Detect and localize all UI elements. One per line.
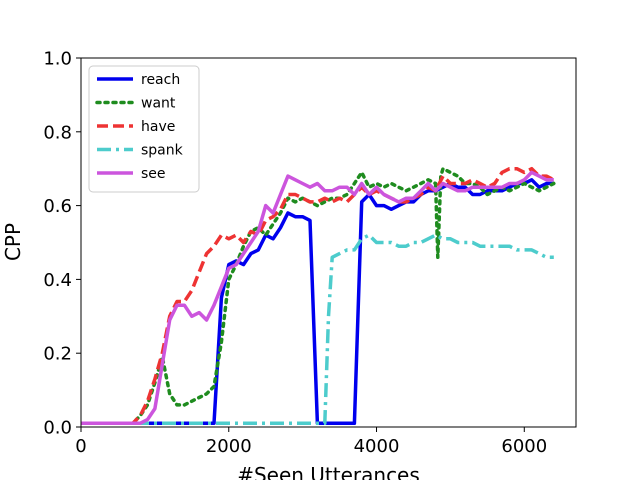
x-tick-label: 6000 (501, 436, 547, 457)
x-tick-label: 0 (75, 436, 86, 457)
x-axis: 0 2000 4000 6000 (75, 427, 547, 457)
y-axis: 0.0 0.2 0.4 0.6 0.8 1.0 (43, 49, 81, 439)
y-tick-label: 0.4 (43, 270, 72, 291)
series-line-reach (81, 178, 554, 426)
y-tick-label: 0.8 (43, 122, 72, 143)
y-tick-label: 0.2 (43, 344, 72, 365)
legend-label-spank: spank (141, 143, 184, 159)
y-tick-label: 0.0 (43, 418, 72, 439)
legend: reach want have spank see (88, 65, 200, 193)
x-tick-label: 4000 (354, 436, 400, 457)
x-tick-label: 2000 (206, 436, 252, 457)
legend-label-have: have (141, 119, 175, 135)
legend-label-see: see (141, 166, 166, 182)
x-axis-label: #Seen Utterances (237, 463, 420, 480)
legend-label-want: want (141, 96, 176, 112)
series-layer (81, 166, 556, 426)
series-line-spank (81, 233, 554, 426)
series-line-have (81, 166, 555, 426)
y-axis-label: CPP (1, 223, 25, 261)
series-line-see (81, 170, 554, 426)
y-tick-label: 0.6 (43, 196, 72, 217)
y-tick-label: 1.0 (43, 49, 72, 70)
plot-frame (80, 57, 577, 428)
series-line-want (81, 166, 556, 426)
legend-frame (88, 65, 200, 193)
legend-label-reach: reach (141, 72, 180, 88)
